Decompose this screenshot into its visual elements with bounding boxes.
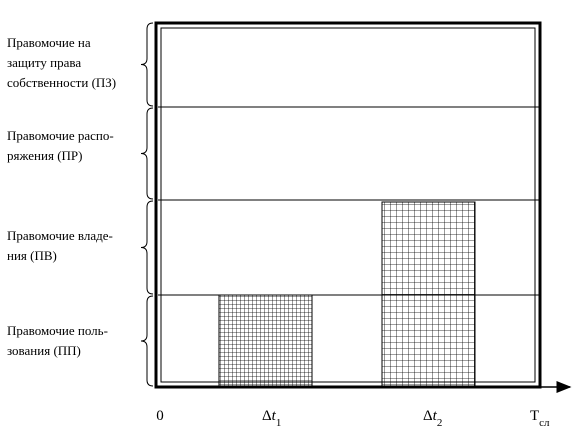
row-label-line: защиту права xyxy=(7,55,81,70)
interval-label: Δt1 xyxy=(262,408,281,429)
label-part: Δ xyxy=(423,408,433,424)
label-part: t xyxy=(433,408,438,424)
origin-label: 0 xyxy=(156,408,164,424)
label-part: 2 xyxy=(437,417,443,429)
row-lines xyxy=(158,106,539,296)
label-part: t xyxy=(272,408,277,424)
label-part: T xyxy=(530,408,539,424)
brace xyxy=(140,295,154,387)
brace xyxy=(140,107,154,200)
row-label-line: Правомочие на xyxy=(7,35,91,50)
row-label-line: Правомочие владе- xyxy=(7,228,113,243)
row-label-line: Правомочие распо- xyxy=(7,128,114,143)
row-label-line: собственности (ПЗ) xyxy=(7,75,116,90)
row-label-line: ряжения (ПР) xyxy=(7,148,82,163)
label-part: 1 xyxy=(276,417,282,429)
frame xyxy=(154,21,542,389)
time-label: Tсл xyxy=(530,408,550,429)
row-label-line: Правомочие поль- xyxy=(7,323,108,338)
interval-label: Δt2 xyxy=(423,408,442,429)
row-labels: Правомочие на защиту права собственности (… xyxy=(7,35,116,358)
brace xyxy=(140,22,154,107)
braces xyxy=(140,22,154,387)
inner-frame xyxy=(160,27,536,383)
label-part: Δ xyxy=(262,408,272,424)
interval-1 xyxy=(218,294,313,388)
brace xyxy=(140,200,154,295)
row-label-line: зования (ПП) xyxy=(7,343,81,358)
label-part: сл xyxy=(539,417,550,429)
row-label-line: ния (ПВ) xyxy=(7,248,57,263)
